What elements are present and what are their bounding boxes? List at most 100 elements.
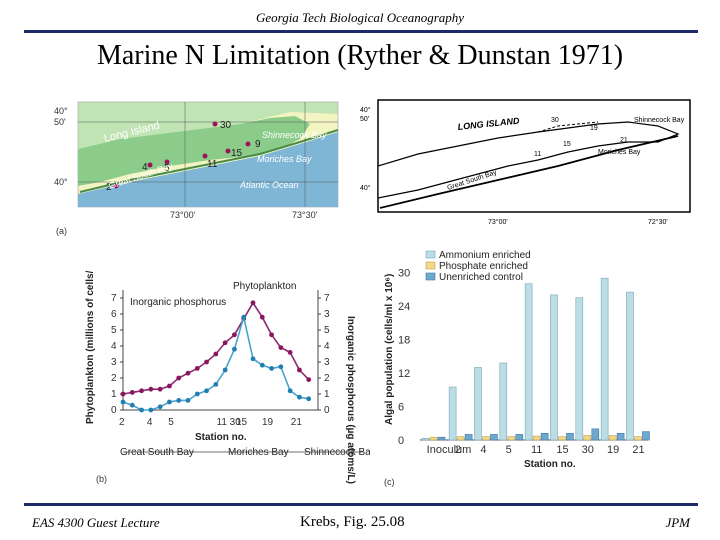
chart-c-svg: Algal population (cells/ml x 10⁶) Statio…: [384, 250, 650, 487]
chart-c-bar: [515, 434, 524, 441]
footer-rule: [24, 503, 698, 506]
chart-b-ytick-label-left: 7: [111, 293, 117, 304]
chart-c-bar: [634, 436, 642, 441]
footer-right: JPM: [665, 515, 690, 530]
map-bw-lat-top-min: 50': [360, 116, 369, 123]
chart-c-ytick-label: 30: [398, 268, 410, 280]
chart-c-ytick-label: 12: [398, 368, 410, 380]
station-dot-2: [113, 183, 119, 189]
chart-c-ytick-label: 0: [398, 435, 404, 447]
chart-c-bar: [616, 433, 625, 441]
map-long-island: [78, 116, 310, 186]
chart-c-category-label: 2: [455, 444, 461, 456]
chart-c-ytick-label: 18: [398, 335, 410, 347]
chart-b-data-point: [157, 386, 163, 392]
chart-b-ytick-label-left: 4: [111, 341, 117, 352]
chart-b-data-point: [185, 398, 191, 403]
chart-b-ytick-label-left: 3: [111, 357, 117, 368]
map-atlantic: [78, 132, 338, 207]
map-lat-top-min: 50': [54, 117, 66, 127]
chart-b-data-point: [176, 375, 182, 381]
chart-c-bar: [626, 291, 634, 441]
slide-title: Marine N Limitation (Ryther & Dunstan 19…: [96, 40, 624, 71]
chart-b-xtick-label: 15: [236, 417, 248, 428]
chart-b-ytick-label-right: 7: [324, 293, 330, 304]
chart-c-legend-swatch: [425, 261, 436, 270]
chart-c-category-label: 11: [531, 444, 542, 456]
chart-c-ytick-label: 6: [398, 402, 404, 414]
chart-b-xtick-label: 4: [147, 417, 153, 428]
map-barrier-island: [79, 129, 339, 193]
chart-b-xtick-label: 5: [168, 417, 174, 428]
map-color-svg: 30 9 15 11 4 5 2 Long Island Great South…: [54, 101, 339, 236]
station-label-30: 30: [220, 120, 232, 131]
chart-b-data-point: [222, 340, 228, 346]
station-dot-4: [147, 162, 153, 168]
chart-c-bar: [437, 436, 446, 441]
map-lat-top: 40°: [54, 106, 68, 116]
chart-c-bar: [456, 436, 465, 441]
map-bw-barrier: [379, 135, 679, 209]
chart-b-ytick-label-left: 6: [111, 309, 117, 320]
chart-c-legend-label: Ammonium enriched: [439, 250, 531, 261]
station-dot-11: [202, 153, 208, 159]
chart-b-ytick-label-right: 0: [324, 405, 330, 416]
chart-c-bar: [464, 434, 473, 441]
chart-b-data-point: [297, 394, 302, 400]
chart-b-data-point: [167, 383, 172, 389]
chart-c-bar: [642, 431, 650, 441]
station-label-4: 4: [142, 162, 148, 173]
chart-c-panel-label: (c): [384, 477, 395, 487]
station-label-9: 9: [255, 139, 261, 150]
map-bw-lat-top: 40°: [360, 106, 371, 114]
chart-b-data-point: [148, 386, 154, 392]
chart-b-data-point: [250, 300, 256, 306]
chart-b-ylabel-left: Phytoplankton (millions of cells/mile): [85, 270, 96, 424]
chart-b-data-point: [139, 407, 144, 413]
chart-c-panel: Algal population (cells/ml x 10⁶) Statio…: [378, 245, 696, 495]
chart-c-bar: [507, 436, 516, 441]
header-course: Georgia Tech Biological Oceanography: [255, 10, 465, 25]
chart-c-category-label: 21: [632, 444, 644, 456]
chart-b-data-point: [269, 366, 274, 371]
chart-b-data-point: [213, 382, 219, 387]
chart-b-data-point: [241, 314, 247, 320]
chart-b-data-point: [185, 370, 191, 376]
station-dot-9: [245, 141, 251, 147]
chart-b-data-point: [120, 391, 126, 397]
chart-c-bar: [429, 436, 438, 441]
station-label-5: 5: [164, 163, 170, 174]
chart-b-xlabel: Station no.: [195, 432, 247, 443]
chart-c-bar: [558, 436, 566, 441]
chart-c-category-label: 4: [480, 444, 486, 456]
map-lat-bottom: 40°: [54, 177, 68, 187]
chart-c-bar: [566, 433, 574, 441]
chart-b-data-point: [120, 399, 126, 405]
chart-c-bar: [550, 294, 558, 441]
chart-b-phos-label: Inorganic phosphorus: [130, 297, 226, 308]
chart-b-panel-label: (b): [96, 474, 107, 484]
map-moriches-label: Moriches Bay: [257, 154, 312, 164]
map-upper-shading: [78, 102, 338, 149]
map-color-panel: 30 9 15 11 4 5 2 Long Island Great South…: [50, 94, 340, 239]
chart-b-series-line: [122, 316, 309, 411]
footer-left: EAS 4300 Guest Lecture: [32, 515, 160, 530]
station-label-15: 15: [231, 148, 243, 159]
chart-c-bar: [482, 436, 490, 441]
map-bw-island: [377, 121, 680, 199]
chart-b-data-point: [287, 388, 293, 394]
chart-b-ytick-label-right: 3: [324, 357, 330, 368]
chart-c-bar: [499, 362, 508, 441]
chart-b-data-point: [222, 367, 228, 373]
map-bw-svg: LONG ISLAND Great South Bay Shinnecock B…: [360, 99, 691, 226]
chart-b-data-point: [194, 366, 200, 371]
chart-b-data-point: [306, 396, 312, 402]
chart-c-bar: [490, 434, 498, 441]
chart-c-bar: [591, 428, 600, 441]
chart-c-legend-label: Unenriched control: [439, 272, 523, 283]
chart-c-bar: [448, 386, 457, 441]
map-bw-lon-right: 72°30': [648, 218, 668, 226]
station-dot-5: [164, 159, 170, 165]
chart-b-data-point: [129, 390, 135, 395]
chart-b-data-point: [306, 377, 312, 382]
